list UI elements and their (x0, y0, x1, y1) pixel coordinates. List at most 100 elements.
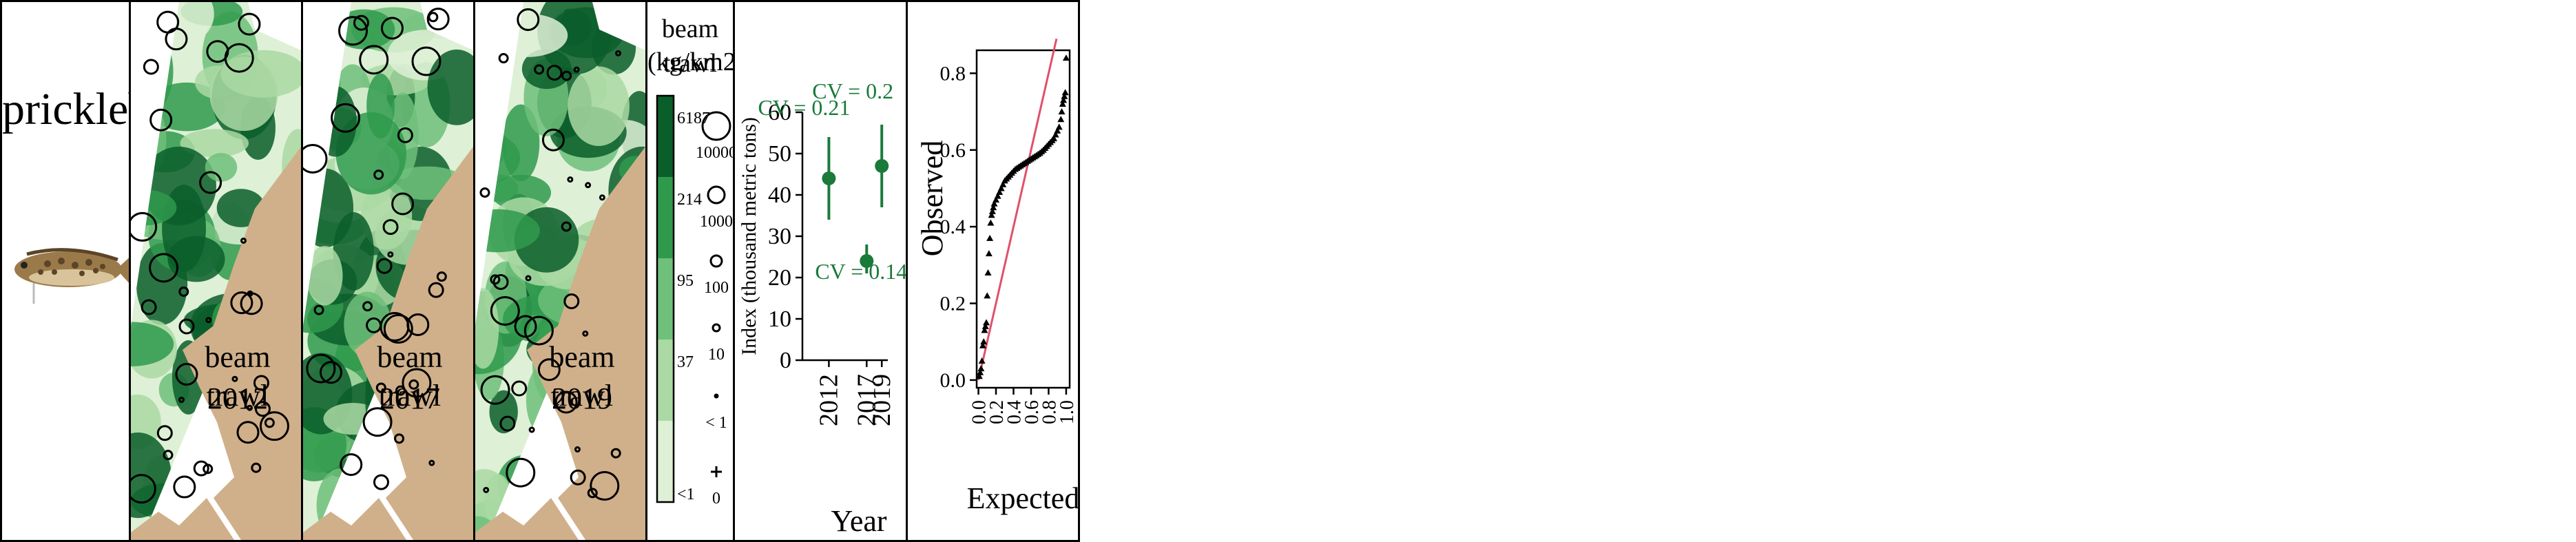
station-bubble (178, 318, 195, 335)
station-bubble (541, 128, 565, 152)
qq-point (1057, 116, 1065, 123)
station-bubble (397, 127, 413, 143)
legend-bubble-label: 0 (712, 490, 720, 508)
x-tick-label: 1.0 (1057, 400, 1078, 424)
station-bubble (238, 12, 261, 36)
station-bubble (561, 221, 572, 232)
station-bubble (259, 411, 289, 441)
qq-point (988, 211, 995, 218)
qq-point (980, 338, 988, 345)
map-panel-2012: beam trawl 2012 (129, 0, 303, 542)
x-tick-label: 0.2 (986, 400, 1008, 424)
station-bubble (331, 103, 361, 133)
index-point (875, 159, 889, 173)
land (475, 498, 579, 540)
station-bubble (599, 194, 605, 201)
map-survey-label: beam trawl (205, 340, 271, 413)
y-tick-label: 0.8 (940, 62, 966, 85)
legend-bubble (709, 254, 723, 268)
station-bubble (362, 407, 393, 437)
station-bubble (247, 404, 253, 411)
station-bubble (353, 14, 369, 31)
qq-point (987, 219, 995, 226)
qq-point (1050, 135, 1058, 142)
station-bubble (499, 415, 516, 432)
station-bubble (373, 169, 384, 180)
station-bubble (514, 315, 537, 338)
x-tick-label: 2012 (814, 374, 843, 426)
station-bubble (490, 274, 501, 285)
legend-bubble (711, 323, 721, 333)
qq-point (981, 322, 989, 329)
station-bubble (436, 271, 447, 282)
y-tick-label: 50 (768, 141, 791, 167)
qq-point (984, 269, 992, 275)
qq-point (975, 373, 983, 379)
station-bubble (149, 108, 173, 132)
station-bubble (570, 469, 586, 486)
legend-bubble-label: 1000 (700, 213, 733, 231)
station-bubble (359, 45, 389, 75)
station-bubble (387, 251, 394, 258)
station-bubble (205, 317, 212, 324)
station-bubble (511, 380, 528, 397)
station-bubble (490, 295, 520, 326)
station-bubble (563, 293, 580, 309)
y-tick-label: 0.2 (940, 293, 966, 315)
qq-point (990, 204, 997, 211)
qq-point (1054, 127, 1061, 134)
x-tick-label: 0.6 (1021, 400, 1043, 424)
station-bubble (178, 397, 185, 404)
legend-color-label: <1 (677, 486, 695, 503)
y-tick-label: 60 (768, 100, 791, 125)
station-bubble (483, 486, 490, 493)
land (183, 147, 301, 540)
qq-point (1060, 96, 1068, 103)
station-bubble (479, 187, 490, 198)
qq-point (977, 365, 985, 372)
station-bubble (492, 274, 509, 291)
station-bubble (546, 65, 563, 81)
legend-color-label: 95 (677, 272, 694, 290)
station-bubble (193, 460, 209, 477)
station-bubble (402, 368, 432, 398)
fish-illustration (14, 248, 130, 304)
qq-point (999, 180, 1007, 187)
map-panel-2017: beam trawl 2017 (301, 0, 475, 542)
y-tick-label: 0.0 (940, 369, 966, 392)
station-bubble (236, 421, 260, 444)
station-bubble (254, 401, 271, 417)
station-bubble (506, 457, 536, 488)
qq-point (990, 200, 998, 207)
legend-bubble-label: 10 (708, 346, 725, 364)
qq-point (984, 292, 991, 299)
x-axis-label: Year (831, 504, 886, 538)
land (355, 147, 473, 540)
qq-point (1061, 92, 1068, 99)
station-bubble (206, 40, 229, 63)
station-bubble (480, 375, 510, 405)
y-tick-label: 40 (768, 183, 791, 208)
legend-bubble-label: 10000 (696, 144, 733, 162)
station-bubble (585, 182, 592, 189)
qq-point (997, 185, 1005, 191)
cv-label: CV = 0.14 (815, 259, 906, 284)
station-bubble (303, 143, 328, 174)
map-panel-2019: beam trawl 2019 (473, 0, 647, 542)
station-bubble (202, 463, 214, 475)
station-bubble (615, 50, 622, 56)
station-bubble (380, 17, 404, 40)
legend-panel: beam trawl (kg/km2) 6187 214 95 37 <1 10000 10… (645, 0, 745, 542)
station-bubble (156, 10, 180, 34)
legend-bubble (707, 185, 726, 205)
station-bubble (362, 301, 373, 312)
qq-point (1058, 108, 1066, 115)
station-bubble (380, 311, 410, 342)
qq-point (1061, 89, 1069, 96)
station-bubble (338, 16, 368, 46)
map-year-label: 2017 (380, 382, 440, 415)
legend-color-box (657, 177, 674, 258)
legend-color-frame (656, 94, 675, 503)
index-point (822, 171, 836, 185)
qq-point (1052, 131, 1059, 138)
